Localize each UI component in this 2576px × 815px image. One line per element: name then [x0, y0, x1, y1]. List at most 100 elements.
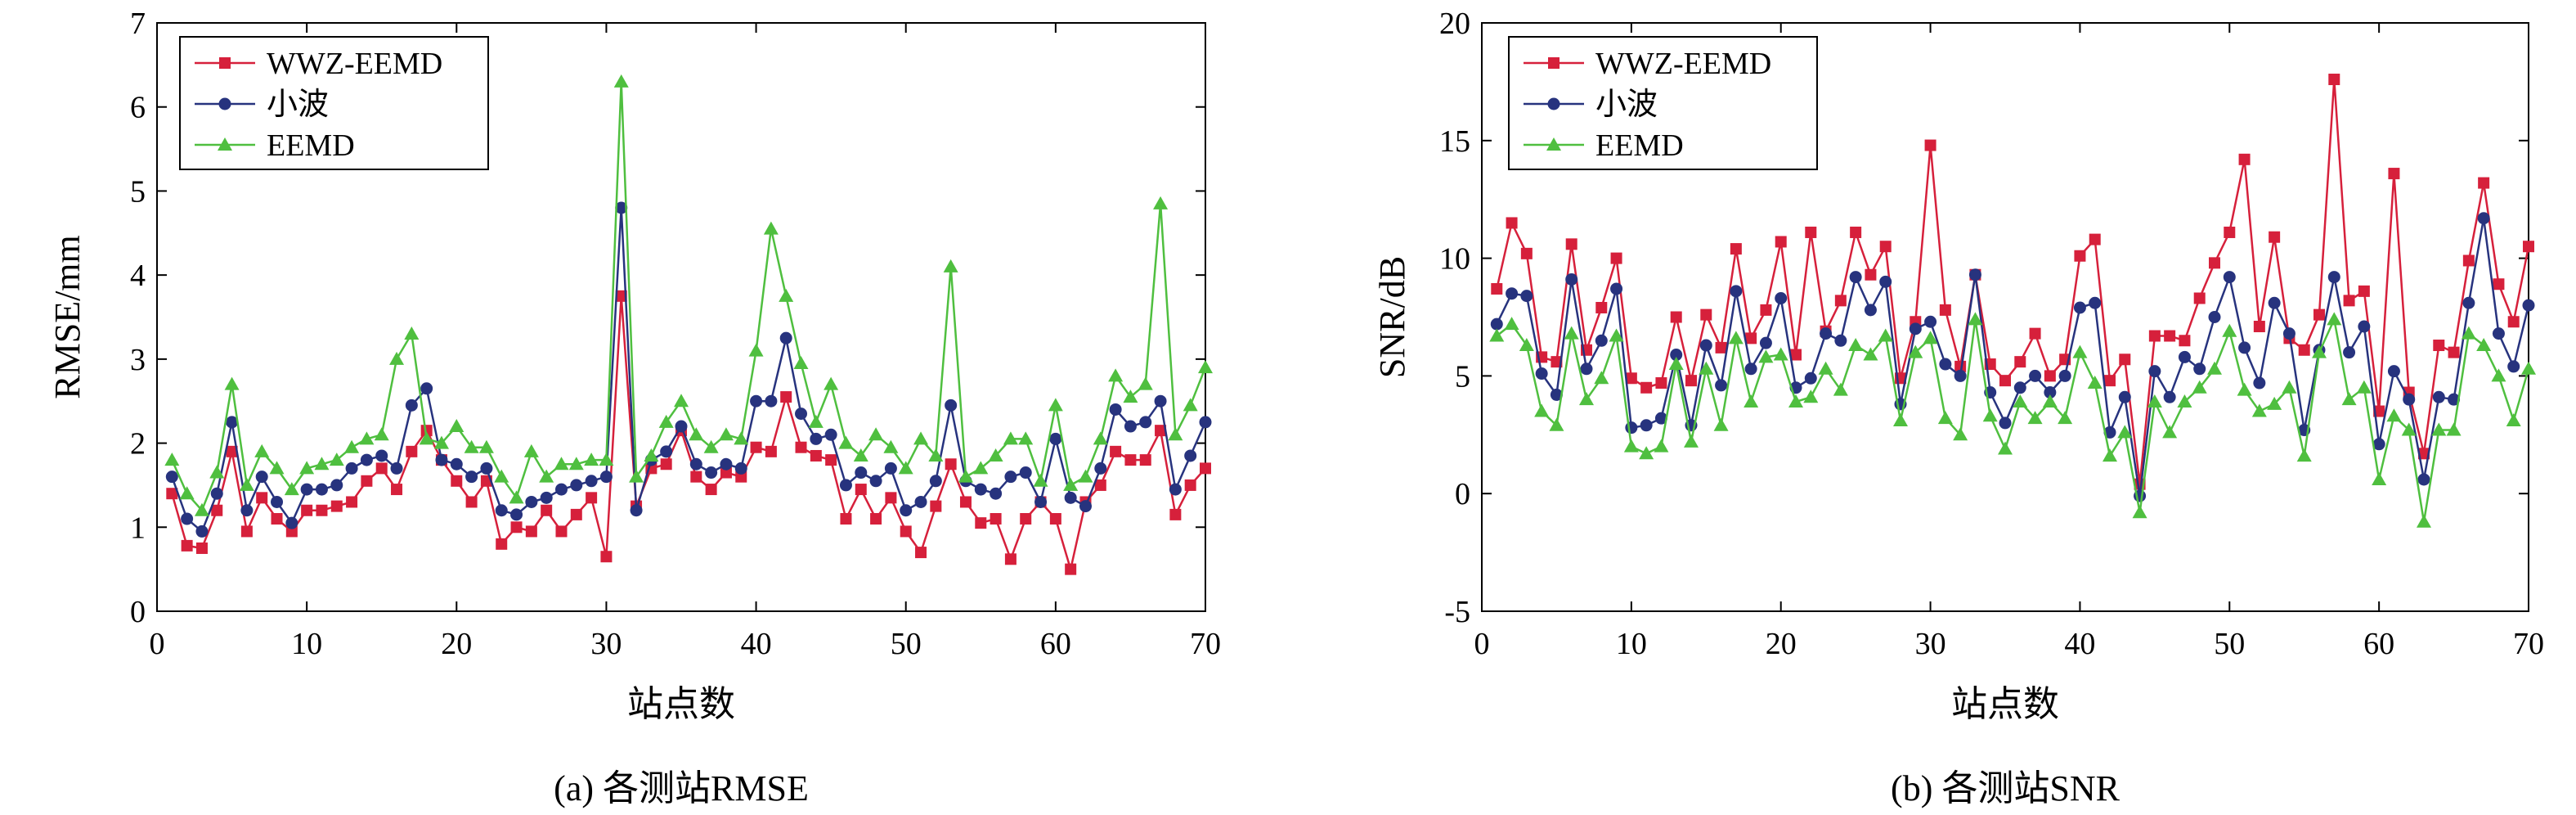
data-point-circle: [1999, 417, 2012, 430]
data-point-triangle: [164, 453, 180, 466]
data-point-circle: [2044, 386, 2057, 399]
data-point-triangle: [853, 448, 868, 462]
data-point-circle: [824, 428, 837, 441]
data-point-triangle: [2087, 376, 2103, 389]
data-point-square: [555, 525, 568, 538]
data-point-triangle: [2072, 344, 2088, 358]
data-point-circle: [1094, 462, 1107, 475]
data-point-circle: [974, 483, 987, 496]
x-axis-title: 站点数: [1951, 684, 2059, 724]
data-point-circle: [554, 483, 568, 496]
x-tick-label: 60: [2363, 627, 2394, 661]
data-point-square: [2269, 231, 2281, 243]
data-point-circle: [2073, 301, 2086, 314]
data-point-triangle: [689, 427, 704, 441]
data-point-triangle: [2296, 448, 2312, 462]
data-point-square: [2238, 153, 2251, 165]
data-point-square: [316, 504, 328, 516]
data-point-triangle: [2372, 471, 2387, 485]
data-point-square: [2343, 295, 2355, 307]
data-point-circle: [1834, 334, 1847, 347]
legend-marker-circle: [1547, 97, 1560, 110]
data-point-triangle: [2042, 394, 2058, 408]
data-point-triangle: [2327, 312, 2342, 326]
data-point-square: [959, 496, 972, 508]
data-point-triangle: [898, 461, 913, 475]
data-point-triangle: [973, 461, 989, 475]
data-point-circle: [1049, 432, 1062, 445]
data-point-square: [2029, 327, 2041, 340]
data-point-circle: [1715, 379, 1728, 392]
data-point-circle: [165, 471, 178, 484]
y-tick-label: 5: [1455, 359, 1470, 394]
data-point-square: [1745, 332, 1757, 344]
data-point-circle: [255, 471, 268, 484]
data-point-triangle: [554, 457, 569, 471]
data-point-triangle: [1123, 389, 1138, 403]
data-point-triangle: [1923, 331, 1938, 344]
data-point-square: [1999, 375, 2011, 387]
data-point-triangle: [2282, 380, 2297, 394]
data-point-triangle: [2207, 361, 2222, 375]
legend-marker-triangle: [1546, 137, 1561, 151]
data-point-triangle: [824, 376, 839, 390]
data-point-circle: [480, 462, 493, 475]
data-point-circle: [2403, 393, 2416, 406]
y-tick-label: 10: [1439, 242, 1470, 277]
data-point-triangle: [734, 431, 749, 445]
data-point-square: [2493, 278, 2505, 290]
data-point-circle: [1744, 362, 1757, 376]
data-point-square: [1879, 241, 1892, 253]
data-point-circle: [1535, 367, 1548, 380]
data-point-circle: [1804, 371, 1817, 385]
series-line: [1496, 318, 2530, 523]
data-point-square: [780, 391, 792, 403]
data-point-triangle: [1198, 360, 1213, 374]
data-point-circle: [2448, 393, 2461, 406]
data-point-square: [496, 538, 508, 550]
legend: WWZ-EEMD 小波 EEMD: [179, 36, 489, 170]
data-point-triangle: [644, 448, 659, 462]
data-point-circle: [1864, 304, 1877, 317]
data-point-circle: [599, 471, 613, 484]
data-point-circle: [1610, 282, 1623, 295]
data-point-square: [885, 492, 897, 504]
data-point-circle: [2282, 327, 2296, 340]
data-point-square: [1685, 375, 1697, 387]
data-point-triangle: [1623, 439, 1639, 453]
data-point-circle: [1939, 358, 1952, 371]
data-point-square: [1954, 360, 1967, 372]
data-point-circle: [2238, 341, 2251, 354]
data-point-circle: [1154, 394, 1167, 408]
legend-label: EEMD: [267, 128, 355, 163]
data-point-circle: [2058, 369, 2071, 382]
data-point-circle: [2358, 320, 2371, 333]
data-point-triangle: [179, 486, 195, 500]
data-point-triangle: [658, 414, 674, 428]
data-point-triangle: [1489, 328, 1505, 342]
data-point-circle: [1654, 412, 1667, 425]
data-point-triangle: [478, 439, 494, 453]
data-point-circle: [226, 416, 239, 429]
data-point-square: [1491, 282, 1503, 295]
data-point-circle: [1924, 315, 1937, 328]
data-point-square: [346, 496, 358, 508]
data-point-square: [1640, 381, 1653, 394]
data-point-circle: [2372, 438, 2385, 451]
data-point-triangle: [1549, 417, 1564, 431]
data-point-triangle: [449, 419, 464, 433]
data-point-circle: [1184, 449, 1197, 462]
x-tick-label: 0: [150, 627, 165, 661]
data-point-triangle: [404, 326, 420, 340]
data-point-triangle: [539, 469, 554, 483]
data-point-triangle: [613, 74, 629, 88]
data-point-square: [1184, 479, 1196, 491]
data-point-circle: [675, 420, 688, 433]
legend-label: 小波: [267, 88, 329, 122]
data-point-circle: [2029, 369, 2042, 382]
data-point-triangle: [194, 502, 209, 516]
data-point-square: [1924, 139, 1936, 151]
data-point-square: [1730, 243, 1742, 255]
legend-label: EEMD: [1595, 128, 1684, 163]
data-point-circle: [1019, 466, 1032, 480]
